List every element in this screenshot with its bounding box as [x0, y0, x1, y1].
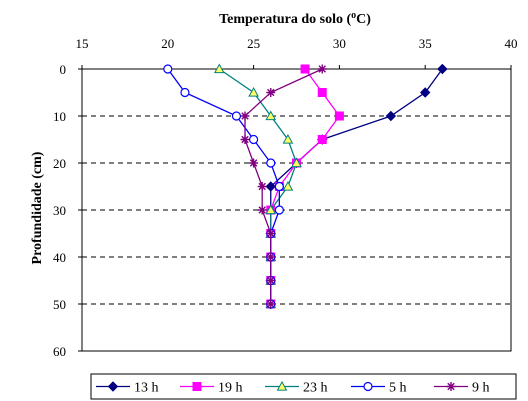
point-23h-depth-10: [265, 110, 277, 121]
legend: 13 h 19 h 23 h 5 h 9 h: [96, 381, 490, 396]
series-9h: [240, 64, 327, 309]
point-13h-depth-25: [265, 181, 276, 192]
y-tick-label-60: 60: [53, 344, 66, 359]
legend-label-5h: 5 h: [389, 381, 407, 396]
point-5h-depth-15: [249, 134, 259, 145]
point-19h-depth-10: [334, 111, 344, 121]
point-23h-depth-25: [282, 180, 294, 191]
point-9h-depth-0: [317, 64, 327, 74]
y-tick-label-40: 40: [53, 250, 66, 265]
legend-marker-23h: [276, 380, 288, 391]
legend-marker-19h: [192, 382, 202, 391]
y-axis-ticks: 0 10 20 30 40 50 60: [53, 62, 82, 359]
point-13h-depth-5: [419, 87, 431, 98]
point-5h-depth-25: [274, 181, 284, 192]
legend-marker-9h: [446, 382, 456, 391]
legend-item-13h: 13 h: [96, 381, 159, 396]
legend-marker-5h: [363, 381, 373, 392]
y-tick-label-0: 0: [60, 62, 67, 77]
x-tick-label-30: 30: [333, 36, 346, 51]
point-9h-depth-10: [240, 111, 250, 121]
chart-title: Temperatura do solo (oC): [219, 10, 371, 28]
legend-item-9h: 9 h: [434, 381, 490, 396]
plot-area: [81, 68, 512, 352]
chart-title-sup: o: [351, 10, 356, 21]
legend-label-9h: 9 h: [472, 381, 490, 396]
legend-marker-13h: [107, 381, 119, 392]
point-9h-depth-50: [266, 299, 276, 309]
point-9h-depth-30: [257, 205, 267, 215]
legend-item-23h: 23 h: [265, 381, 328, 396]
point-19h-depth-15: [317, 135, 327, 144]
point-23h-depth-15: [282, 133, 294, 144]
legend-label-19h: 19 h: [218, 381, 243, 396]
point-9h-depth-5: [266, 88, 276, 97]
point-23h-depth-0: [213, 63, 225, 74]
point-9h-depth-20: [249, 158, 259, 168]
point-19h-depth-0: [300, 64, 310, 74]
point-13h-depth-10: [385, 110, 397, 122]
y-axis-label: Profundidade (cm): [30, 151, 45, 264]
point-5h-depth-0: [163, 64, 173, 74]
y-tick-label-20: 20: [53, 156, 66, 171]
point-9h-depth-35: [266, 229, 276, 238]
chart-title-post: C): [356, 12, 371, 27]
point-13h-depth-0: [437, 63, 448, 75]
series-layer: [163, 63, 448, 310]
point-5h-depth-20: [266, 158, 276, 168]
x-axis-ticks: 15 20 25 30 35 40: [76, 36, 518, 69]
legend-label-23h: 23 h: [303, 381, 328, 396]
point-19h-depth-5: [317, 88, 327, 97]
point-23h-depth-30: [265, 204, 277, 215]
y-tick-label-10: 10: [53, 109, 66, 124]
point-23h-depth-20: [291, 157, 302, 168]
x-tick-label-15: 15: [76, 36, 89, 51]
legend-label-13h: 13 h: [134, 381, 159, 396]
legend-item-5h: 5 h: [351, 381, 407, 396]
point-5h-depth-10: [231, 111, 242, 121]
x-tick-label-20: 20: [161, 36, 174, 51]
y-tick-label-50: 50: [53, 297, 66, 312]
x-tick-label-35: 35: [419, 36, 432, 51]
x-tick-label-40: 40: [505, 36, 518, 51]
point-9h-depth-45: [266, 276, 276, 285]
point-5h-depth-30: [274, 205, 284, 215]
x-tick-label-25: 25: [247, 36, 260, 51]
point-9h-depth-15: [240, 135, 250, 144]
point-5h-depth-5: [180, 87, 190, 98]
point-23h-depth-5: [248, 86, 259, 97]
y-tick-label-30: 30: [53, 203, 66, 218]
point-9h-depth-40: [266, 252, 276, 262]
legend-item-19h: 19 h: [180, 381, 243, 396]
chart-title-pre: Temperatura do solo (: [219, 12, 351, 27]
point-9h-depth-25: [257, 182, 267, 191]
